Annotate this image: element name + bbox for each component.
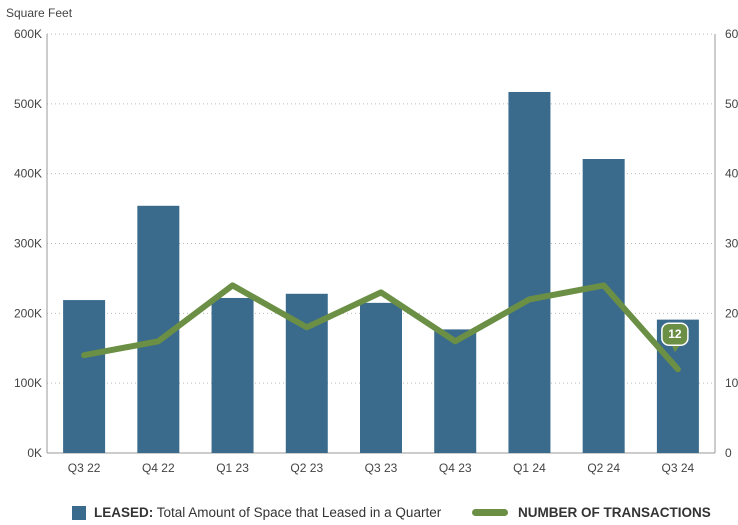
- callout-pointer: [671, 345, 680, 353]
- line-point: [452, 338, 458, 344]
- legend-bar-bold-label: LEASED:: [94, 505, 154, 520]
- bar-series: [63, 91, 699, 454]
- line-point: [81, 352, 87, 358]
- bar: [582, 159, 625, 454]
- y-left-tick-label: 600K: [14, 27, 42, 41]
- y-right-tick-label: 50: [725, 97, 738, 111]
- y-right-tick-label: 10: [725, 376, 738, 390]
- y-left-tick-label: 300K: [14, 237, 42, 251]
- x-tick-label: Q4 22: [142, 461, 175, 475]
- bar: [63, 300, 106, 453]
- line-point: [304, 324, 310, 330]
- y-right-tick-label: 0: [725, 446, 732, 460]
- legend-item-transactions: NUMBER OF TRANSACTIONS: [472, 505, 711, 520]
- x-tick-label: Q3 22: [68, 461, 101, 475]
- line-point: [230, 282, 236, 288]
- line-point: [526, 296, 532, 302]
- value-callout: 12: [661, 322, 689, 353]
- y-left-tick-label: 500K: [14, 97, 42, 111]
- legend-line-label: NUMBER OF TRANSACTIONS: [518, 505, 711, 520]
- line-series: [81, 282, 681, 373]
- y-right-tick-label: 40: [725, 167, 738, 181]
- callout-bubble: [661, 322, 689, 346]
- chart-svg: Square Feet 0K 100K 200K 300K 400K 500K 600K 0 1…: [6, 6, 738, 475]
- x-tick-label: Q2 24: [587, 461, 620, 475]
- bar: [434, 329, 477, 453]
- x-tick-label: Q2 23: [290, 461, 323, 475]
- line-point: [675, 366, 681, 372]
- callout-value-label: 12: [668, 327, 682, 341]
- bar: [508, 91, 551, 453]
- bar: [211, 297, 254, 453]
- y-axis-title: Square Feet: [6, 6, 73, 20]
- line-point: [155, 338, 161, 344]
- line-point: [601, 282, 607, 288]
- x-tick-label: Q3 24: [662, 461, 695, 475]
- tick-labels: 0K 100K 200K 300K 400K 500K 600K 0 10 20 30 40 50 60 Q…: [14, 27, 738, 475]
- line-point: [378, 289, 384, 295]
- y-left-tick-label: 0K: [27, 446, 42, 460]
- legend-swatch-bar: [72, 505, 86, 520]
- y-right-tick-label: 20: [725, 306, 738, 320]
- y-left-tick-label: 200K: [14, 306, 42, 320]
- legend-bar-label: Total Amount of Space that Leased in a Q…: [153, 505, 442, 520]
- x-tick-label: Q1 23: [216, 461, 249, 475]
- legend-item-leased: LEASED: Total Amount of Space that Lease…: [72, 505, 441, 520]
- x-tick-label: Q3 23: [365, 461, 398, 475]
- legend: LEASED: Total Amount of Space that Lease…: [0, 500, 738, 525]
- bar: [360, 302, 402, 453]
- y-right-tick-label: 30: [725, 237, 738, 251]
- legend-swatch-line: [472, 509, 508, 516]
- x-tick-label: Q1 24: [513, 461, 546, 475]
- y-left-tick-label: 400K: [14, 167, 42, 181]
- y-left-tick-label: 100K: [14, 376, 42, 390]
- y-right-tick-label: 60: [725, 27, 738, 41]
- x-tick-label: Q4 23: [439, 461, 472, 475]
